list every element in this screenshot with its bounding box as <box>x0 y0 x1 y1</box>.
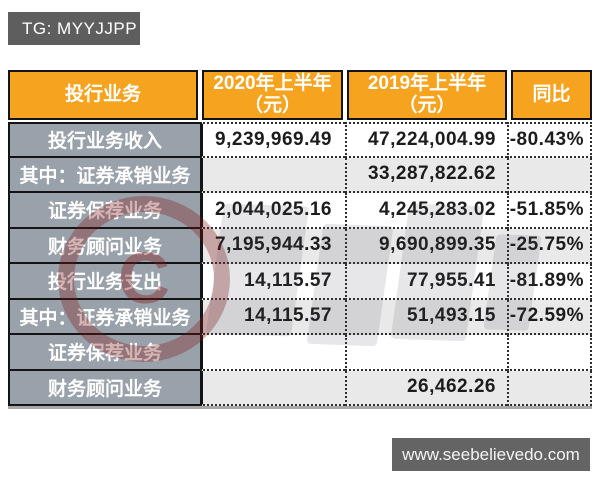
telegram-badge-text: TG: MYYJJPP <box>22 18 138 38</box>
row-label: 投行业务收入 <box>8 122 200 158</box>
value-yoy: -51.85% <box>507 193 592 229</box>
value-2019 <box>345 335 507 371</box>
value-2020 <box>200 370 345 406</box>
row-label: 投行业务支出 <box>8 264 200 300</box>
value-yoy <box>507 370 592 406</box>
investment-banking-table: 投行业务 2020年上半年 （元） 2019年上半年 （元） 同比 投行业务收入… <box>8 70 592 409</box>
value-2020: 14,115.57 <box>200 264 345 300</box>
value-2020: 14,115.57 <box>200 299 345 335</box>
value-2020 <box>200 157 345 193</box>
row-label: 财务顾问业务 <box>8 228 200 264</box>
value-2019: 51,493.15 <box>345 299 507 335</box>
value-2020: 7,195,944.33 <box>200 228 345 264</box>
header-2019-line2: （元） <box>398 95 456 116</box>
table-header-row: 投行业务 2020年上半年 （元） 2019年上半年 （元） 同比 <box>8 70 592 120</box>
table-row: 投行业务支出 14,115.57 77,955.41 -81.89% <box>8 264 592 300</box>
value-2019: 47,224,004.99 <box>345 122 507 158</box>
row-label: 证券保荐业务 <box>8 335 200 371</box>
table-row: 证券保荐业务 2,044,025.16 4,245,283.02 -51.85% <box>8 193 592 229</box>
row-label: 其中：证券承销业务 <box>8 157 200 193</box>
table-row: 证券保荐业务 <box>8 335 592 371</box>
row-label: 证券保荐业务 <box>8 193 200 229</box>
table-row: 投行业务收入 9,239,969.49 47,224,004.99 -80.43… <box>8 122 592 158</box>
value-2019: 77,955.41 <box>345 264 507 300</box>
value-yoy: -72.59% <box>507 299 592 335</box>
header-yoy: 同比 <box>511 70 592 120</box>
table-row: 其中：证券承销业务 33,287,822.62 <box>8 157 592 193</box>
table-bottom-edge <box>8 406 592 409</box>
website-url: www.seebelievedo.com <box>402 444 580 464</box>
header-yoy-label: 同比 <box>532 84 571 106</box>
value-2019: 26,462.26 <box>345 370 507 406</box>
header-2020-line2: （元） <box>243 95 301 116</box>
value-2019: 33,287,822.62 <box>345 157 507 193</box>
value-yoy <box>507 335 592 371</box>
website-bar: www.seebelievedo.com <box>392 438 590 471</box>
header-2019: 2019年上半年 （元） <box>347 70 507 120</box>
value-yoy: -80.43% <box>507 122 592 158</box>
row-label: 财务顾问业务 <box>8 370 200 406</box>
header-2020-line1: 2020年上半年 <box>213 73 332 95</box>
table-row: 其中：证券承销业务 14,115.57 51,493.15 -72.59% <box>8 299 592 335</box>
telegram-badge: TG: MYYJJPP <box>8 12 140 45</box>
value-2019: 9,690,899.35 <box>345 228 507 264</box>
header-2020: 2020年上半年 （元） <box>202 70 343 120</box>
table-row: 财务顾问业务 7,195,944.33 9,690,899.35 -25.75% <box>8 228 592 264</box>
table-row: 财务顾问业务 26,462.26 <box>8 370 592 406</box>
value-yoy: -81.89% <box>507 264 592 300</box>
value-yoy <box>507 157 592 193</box>
value-2020: 2,044,025.16 <box>200 193 345 229</box>
value-yoy: -25.75% <box>507 228 592 264</box>
value-2019: 4,245,283.02 <box>345 193 507 229</box>
header-business-label: 投行业务 <box>64 84 141 106</box>
value-2020: 9,239,969.49 <box>200 122 345 158</box>
header-2019-line1: 2019年上半年 <box>367 73 487 95</box>
row-label: 其中：证券承销业务 <box>8 299 200 335</box>
value-2020 <box>200 335 345 371</box>
header-business: 投行业务 <box>8 70 198 120</box>
table-body: 投行业务收入 9,239,969.49 47,224,004.99 -80.43… <box>8 122 592 406</box>
